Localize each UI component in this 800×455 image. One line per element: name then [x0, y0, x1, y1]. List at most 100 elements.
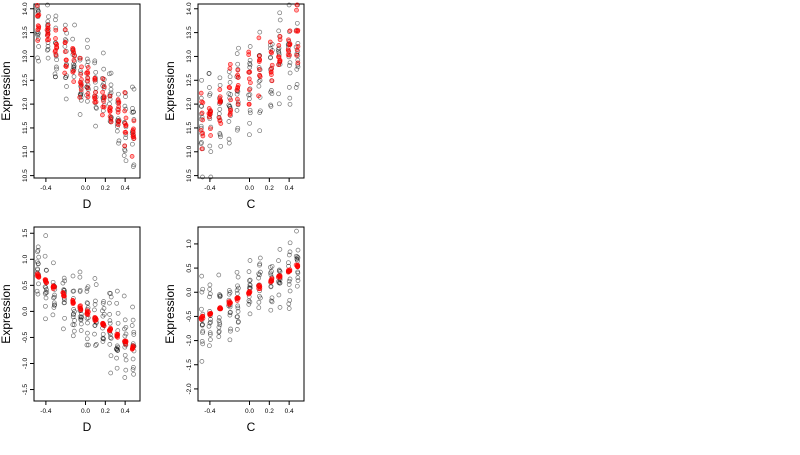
- observed-point: [247, 258, 253, 263]
- observed-point: [257, 78, 263, 83]
- y-tick-label: 11.5: [186, 121, 193, 134]
- y-tick-label: 10.5: [22, 169, 29, 182]
- observed-point: [45, 2, 50, 8]
- points: [198, 228, 301, 364]
- observed-point: [52, 302, 58, 308]
- observed-point: [293, 85, 299, 90]
- plot-frame: [33, 226, 141, 402]
- observed-point: [208, 149, 214, 154]
- observed-point: [36, 254, 42, 260]
- plot-frame: [33, 3, 141, 179]
- fitted-point: [72, 53, 77, 59]
- observed-point: [93, 123, 98, 129]
- observed-point: [269, 299, 275, 305]
- observed-point: [129, 323, 135, 328]
- observed-point: [208, 319, 213, 325]
- observed-point: [61, 326, 66, 332]
- observed-point: [226, 91, 232, 96]
- observed-point: [86, 342, 91, 348]
- fitted-point: [246, 76, 252, 82]
- observed-point: [50, 312, 56, 318]
- fitted-point: [85, 94, 91, 100]
- observed-point: [276, 28, 282, 34]
- observed-point: [217, 294, 223, 300]
- fitted-point: [116, 118, 122, 124]
- observed-point: [247, 86, 253, 92]
- y-tick-label: 10.5: [186, 169, 193, 182]
- observed-point: [287, 95, 293, 101]
- observed-point: [268, 102, 273, 108]
- y-axis: 10.5 11.0 11.5 12.0 12.5 13.0 13.5 14.0 Expressi…: [163, 2, 198, 182]
- observed-point: [42, 253, 48, 259]
- x-axis: -0.4 0.0 0.2 0.4 C: [204, 401, 294, 434]
- fitted-point: [208, 126, 213, 132]
- observed-point: [79, 314, 84, 320]
- y-tick-label: 1.0: [22, 254, 29, 263]
- observed-point: [100, 308, 105, 314]
- observed-point: [114, 347, 120, 352]
- observed-point: [122, 352, 128, 358]
- observed-point: [216, 324, 222, 330]
- observed-point: [130, 164, 136, 169]
- chart-panel-1: -0.4 0.0 0.2 0.4 D 10.5 11.0 11.5 12.0 12.5 13.0 13…: [0, 2, 141, 211]
- observed-point: [247, 110, 253, 116]
- observed-point: [206, 323, 212, 329]
- fitted-point: [122, 108, 128, 114]
- chart-panel-3: -0.4 0.0 0.2 0.4 D -1.5 -1.0 -0.5 0.0 0.5 1.0 1.5 Ex…: [0, 226, 141, 434]
- observed-point: [287, 276, 293, 282]
- observed-point: [123, 135, 128, 141]
- observed-point: [207, 320, 213, 326]
- fitted-point: [257, 284, 263, 290]
- observed-point: [247, 96, 252, 102]
- observed-point: [72, 318, 77, 323]
- observed-point: [107, 96, 113, 102]
- observed-point: [286, 2, 292, 8]
- observed-point: [258, 108, 263, 114]
- observed-point: [71, 65, 77, 70]
- observed-point: [207, 286, 213, 292]
- observed-point: [108, 90, 114, 96]
- observed-point: [116, 140, 121, 146]
- observed-point: [131, 86, 137, 92]
- observed-point: [276, 292, 282, 298]
- fitted-point: [45, 25, 51, 31]
- observed-point: [228, 326, 233, 332]
- fitted-point: [200, 130, 206, 136]
- observed-point: [35, 33, 41, 38]
- fitted-point: [226, 84, 232, 90]
- observed-point: [34, 288, 40, 294]
- observed-point: [51, 260, 56, 266]
- observed-point: [207, 330, 213, 336]
- observed-point: [247, 107, 253, 113]
- observed-point: [256, 305, 262, 311]
- fitted-point: [295, 264, 301, 269]
- observed-point: [36, 58, 41, 64]
- fitted-point: [269, 78, 275, 84]
- chart-panel-2: -0.4 0.0 0.2 0.4 C 10.5 11.0 11.5 12.0 12.5 13.0 13…: [163, 2, 305, 211]
- observed-point: [277, 17, 283, 23]
- fitted-point: [84, 308, 90, 314]
- observed-point: [206, 71, 212, 76]
- y-tick-label: -1.0: [22, 358, 29, 370]
- observed-point: [131, 329, 137, 335]
- observed-point: [131, 117, 137, 122]
- fitted-point: [129, 154, 135, 159]
- x-tick-label: 0.0: [245, 185, 254, 192]
- observed-point: [100, 313, 106, 319]
- observed-point: [207, 343, 212, 349]
- observed-point: [256, 65, 262, 70]
- fitted-point: [107, 107, 112, 112]
- observed-point: [54, 64, 59, 70]
- observed-point: [43, 316, 48, 322]
- observed-point: [42, 291, 48, 297]
- observed-point: [218, 293, 223, 299]
- observed-point: [84, 56, 90, 62]
- observed-point: [247, 299, 253, 305]
- x-axis-label: C: [247, 420, 256, 434]
- observed-point: [101, 85, 107, 91]
- fitted-point: [78, 306, 83, 311]
- observed-point: [256, 79, 262, 84]
- fitted-point: [268, 69, 274, 75]
- observed-point: [207, 143, 213, 149]
- fitted-point: [115, 97, 121, 102]
